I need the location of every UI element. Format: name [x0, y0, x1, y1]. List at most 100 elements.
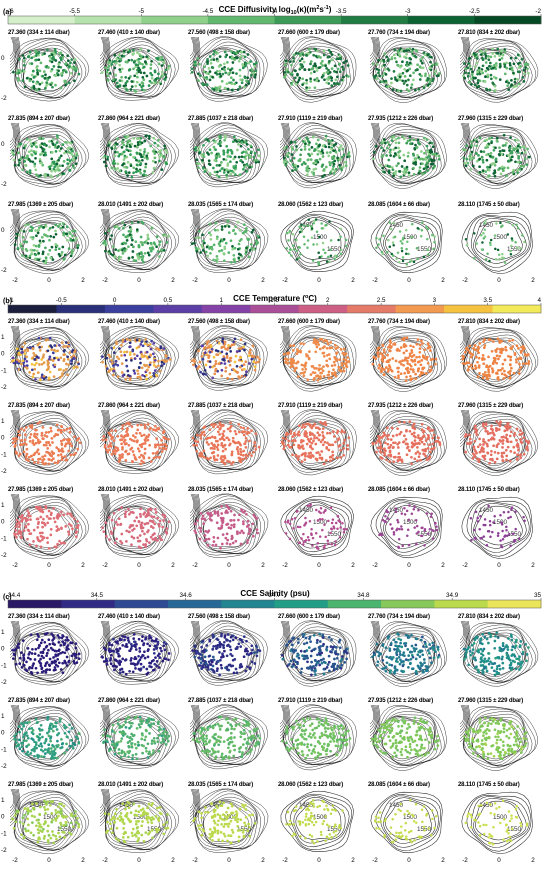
data-point [314, 341, 317, 344]
data-point [422, 51, 426, 55]
data-point [482, 362, 486, 366]
data-point [312, 378, 316, 381]
data-point [62, 353, 66, 357]
data-point [235, 72, 238, 75]
data-point [34, 229, 37, 232]
data-point [52, 375, 56, 378]
data-point [431, 162, 435, 166]
data-point [524, 62, 528, 65]
data-point [123, 249, 126, 252]
data-point [146, 423, 150, 426]
data-point [252, 450, 256, 454]
data-point [290, 153, 294, 156]
data-point [24, 156, 27, 160]
data-point [291, 80, 295, 83]
data-point [517, 66, 521, 69]
data-point [122, 158, 126, 162]
data-point [518, 70, 522, 74]
data-point [123, 353, 127, 357]
data-point [501, 256, 504, 260]
data-point [305, 169, 308, 172]
data-point [470, 140, 473, 144]
data-point [235, 51, 238, 55]
data-point [315, 436, 319, 440]
data-point [32, 55, 36, 59]
data-point [323, 173, 326, 177]
data-point [505, 66, 509, 70]
data-point [335, 70, 338, 74]
data-point [498, 62, 502, 66]
data-point [385, 55, 389, 59]
data-point [121, 252, 125, 255]
data-point [475, 140, 479, 143]
data-point [417, 367, 420, 371]
data-point [300, 460, 304, 463]
data-point [70, 359, 73, 363]
data-point [218, 69, 222, 73]
data-point [347, 75, 350, 78]
data-point [44, 246, 47, 250]
data-point [244, 230, 248, 233]
data-point [54, 74, 58, 78]
data-point [333, 344, 337, 347]
data-point [127, 245, 130, 249]
data-point [245, 370, 248, 374]
data-point [384, 73, 388, 76]
data-point [221, 239, 224, 243]
data-point [59, 439, 63, 443]
data-point [299, 371, 303, 375]
data-point [56, 428, 60, 432]
data-point [291, 163, 295, 166]
data-point [138, 431, 142, 435]
data-point [30, 153, 34, 157]
data-point [12, 153, 15, 157]
data-point [382, 149, 386, 152]
data-point [487, 168, 491, 172]
contour-line [381, 49, 433, 94]
contour-line [279, 122, 287, 152]
data-point [300, 66, 304, 69]
contour-line [99, 36, 109, 69]
data-point [57, 459, 60, 463]
data-point [489, 338, 492, 342]
data-point [132, 67, 135, 71]
data-point [306, 239, 310, 242]
data-point [398, 149, 402, 153]
data-point [54, 150, 58, 153]
data-point [225, 176, 229, 179]
data-point [318, 255, 321, 259]
data-point [232, 343, 236, 346]
data-point [341, 155, 344, 159]
data-point [158, 255, 161, 258]
contour-line [9, 36, 19, 69]
data-point [48, 56, 52, 59]
data-point [480, 49, 483, 53]
data-point [320, 371, 323, 375]
data-point [22, 63, 26, 67]
data-point [216, 454, 220, 457]
data-point [250, 355, 254, 359]
data-point [312, 222, 315, 225]
data-point [141, 241, 144, 245]
data-point [433, 152, 437, 156]
contour-line [279, 36, 286, 63]
data-point [113, 59, 116, 63]
data-point [147, 456, 151, 460]
data-point [325, 67, 328, 70]
data-point [53, 47, 57, 51]
data-point [216, 257, 219, 261]
data-point [329, 254, 333, 257]
data-point [132, 245, 135, 249]
data-point [513, 352, 517, 355]
data-point [198, 434, 202, 437]
contour-line [369, 36, 376, 63]
data-point [244, 373, 248, 377]
data-point [17, 163, 20, 167]
data-point [380, 146, 383, 150]
data-point [405, 64, 409, 67]
data-point [487, 58, 491, 62]
data-point [218, 437, 222, 441]
panel: 27.560 (498 ± 158 dbar) [188, 319, 268, 391]
data-point [215, 353, 218, 356]
data-point [254, 69, 258, 73]
